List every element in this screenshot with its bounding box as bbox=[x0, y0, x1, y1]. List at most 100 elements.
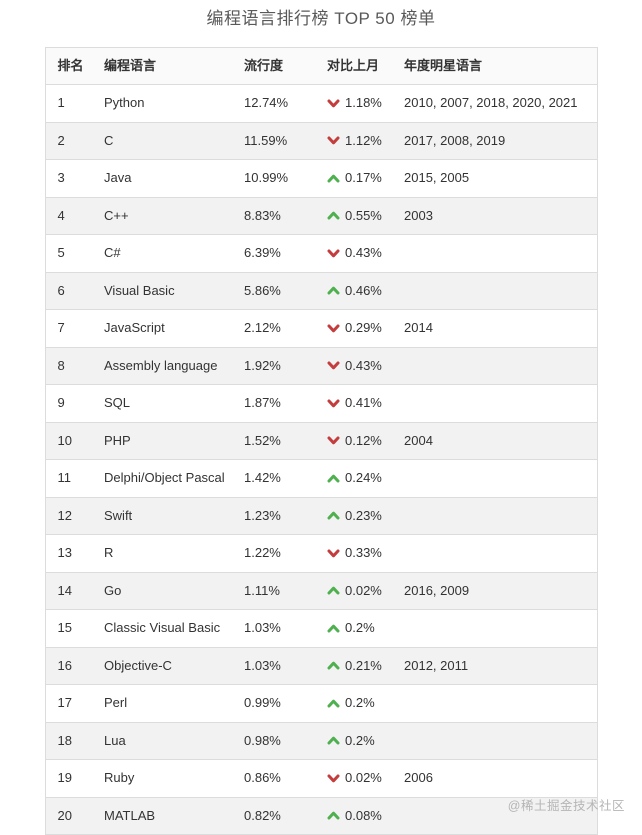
table-row: 10 PHP 1.52% 0.12% 2004 bbox=[45, 422, 597, 460]
rank-cell: 4 bbox=[45, 197, 92, 235]
chevron-up-icon bbox=[327, 736, 340, 745]
rank-cell: 17 bbox=[45, 684, 92, 723]
change-value: 0.02% bbox=[345, 770, 382, 785]
rank-cell: 9 bbox=[45, 384, 92, 423]
change-value: 0.2% bbox=[345, 732, 375, 748]
star-years-cell: 2003 bbox=[392, 197, 597, 235]
popularity-cell: 1.03% bbox=[232, 647, 315, 685]
star-years-cell bbox=[392, 234, 597, 273]
column-header-popularity: 流行度 bbox=[232, 47, 315, 85]
star-years-cell bbox=[392, 497, 597, 535]
change-cell: 0.41% bbox=[315, 384, 392, 423]
change-cell: 0.23% bbox=[315, 497, 392, 535]
change-value: 0.43% bbox=[345, 245, 382, 260]
change-value: 1.18% bbox=[345, 95, 382, 110]
change-cell: 0.17% bbox=[315, 159, 392, 198]
language-cell: Visual Basic bbox=[92, 272, 232, 310]
star-years-cell: 2014 bbox=[392, 309, 597, 348]
table-row: 5 C# 6.39% 0.43% bbox=[45, 234, 597, 273]
popularity-cell: 6.39% bbox=[232, 234, 315, 273]
change-value: 0.02% bbox=[345, 582, 382, 598]
change-cell: 0.33% bbox=[315, 534, 392, 573]
popularity-cell: 1.22% bbox=[232, 534, 315, 573]
column-header-change: 对比上月 bbox=[315, 47, 392, 85]
change-cell: 0.2% bbox=[315, 684, 392, 723]
change-cell: 0.55% bbox=[315, 197, 392, 235]
rank-cell: 3 bbox=[45, 159, 92, 198]
change-value: 0.17% bbox=[345, 170, 382, 185]
chevron-down-icon bbox=[327, 436, 340, 445]
rank-cell: 7 bbox=[45, 309, 92, 348]
table-row: 6 Visual Basic 5.86% 0.46% bbox=[45, 272, 597, 310]
language-cell: Assembly language bbox=[92, 347, 232, 385]
popularity-cell: 2.12% bbox=[232, 309, 315, 348]
language-cell: MATLAB bbox=[92, 797, 232, 835]
star-years-cell: 2012, 2011 bbox=[392, 647, 597, 685]
change-cell: 0.43% bbox=[315, 234, 392, 273]
language-cell: Python bbox=[92, 84, 232, 123]
change-value: 0.55% bbox=[345, 207, 382, 223]
page-title: 编程语言排行榜 TOP 50 榜单 bbox=[206, 9, 436, 28]
change-cell: 0.02% bbox=[315, 759, 392, 798]
language-cell: R bbox=[92, 534, 232, 573]
chevron-down-icon bbox=[327, 99, 340, 108]
table-row: 12 Swift 1.23% 0.23% bbox=[45, 497, 597, 535]
chevron-down-icon bbox=[327, 324, 340, 333]
change-cell: 0.2% bbox=[315, 609, 392, 648]
popularity-cell: 1.11% bbox=[232, 572, 315, 610]
language-cell: C# bbox=[92, 234, 232, 273]
star-years-cell bbox=[392, 272, 597, 310]
popularity-cell: 1.87% bbox=[232, 384, 315, 423]
popularity-cell: 0.99% bbox=[232, 684, 315, 723]
chevron-down-icon bbox=[327, 249, 340, 258]
table-row: 8 Assembly language 1.92% 0.43% bbox=[45, 347, 597, 385]
language-cell: Go bbox=[92, 572, 232, 610]
popularity-cell: 12.74% bbox=[232, 84, 315, 123]
chevron-up-icon bbox=[327, 586, 340, 595]
table-row: 19 Ruby 0.86% 0.02% 2006 bbox=[45, 759, 597, 798]
column-header-language: 编程语言 bbox=[92, 47, 232, 85]
chevron-up-icon bbox=[327, 811, 340, 820]
table-header: 排名 编程语言 流行度 对比上月 年度明星语言 bbox=[45, 47, 597, 85]
star-years-cell: 2010, 2007, 2018, 2020, 2021 bbox=[392, 84, 597, 123]
chevron-up-icon bbox=[327, 174, 340, 183]
change-cell: 0.24% bbox=[315, 459, 392, 498]
star-years-cell: 2017, 2008, 2019 bbox=[392, 122, 597, 160]
rank-cell: 8 bbox=[45, 347, 92, 385]
star-years-cell bbox=[392, 459, 597, 498]
rank-cell: 5 bbox=[45, 234, 92, 273]
chevron-down-icon bbox=[327, 549, 340, 558]
change-cell: 0.29% bbox=[315, 309, 392, 348]
rank-cell: 20 bbox=[45, 797, 92, 835]
table-row: 9 SQL 1.87% 0.41% bbox=[45, 384, 597, 423]
rank-cell: 14 bbox=[45, 572, 92, 610]
rank-cell: 1 bbox=[45, 84, 92, 123]
popularity-cell: 1.52% bbox=[232, 422, 315, 460]
table-row: 16 Objective-C 1.03% 0.21% 2012, 2011 bbox=[45, 647, 597, 685]
star-years-cell bbox=[392, 684, 597, 723]
change-value: 0.08% bbox=[345, 807, 382, 823]
language-cell: C bbox=[92, 122, 232, 160]
language-cell: Objective-C bbox=[92, 647, 232, 685]
table-body: 1 Python 12.74% 1.18% 2010, 2007, 2018, … bbox=[45, 84, 597, 835]
language-cell: Perl bbox=[92, 684, 232, 723]
language-cell: SQL bbox=[92, 384, 232, 423]
language-cell: C++ bbox=[92, 197, 232, 235]
table-row: 15 Classic Visual Basic 1.03% 0.2% bbox=[45, 609, 597, 648]
star-years-cell bbox=[392, 384, 597, 423]
change-value: 0.12% bbox=[345, 432, 382, 448]
chevron-up-icon bbox=[327, 661, 340, 670]
chevron-down-icon bbox=[327, 361, 340, 370]
watermark: @稀土掘金技术社区 bbox=[507, 799, 625, 813]
rank-cell: 18 bbox=[45, 722, 92, 760]
popularity-cell: 5.86% bbox=[232, 272, 315, 310]
popularity-cell: 10.99% bbox=[232, 159, 315, 198]
star-years-cell bbox=[392, 534, 597, 573]
rank-cell: 15 bbox=[45, 609, 92, 648]
rank-cell: 19 bbox=[45, 759, 92, 798]
language-cell: Java bbox=[92, 159, 232, 198]
rank-cell: 16 bbox=[45, 647, 92, 685]
star-years-cell: 2016, 2009 bbox=[392, 572, 597, 610]
star-years-cell bbox=[392, 722, 597, 760]
language-cell: Swift bbox=[92, 497, 232, 535]
